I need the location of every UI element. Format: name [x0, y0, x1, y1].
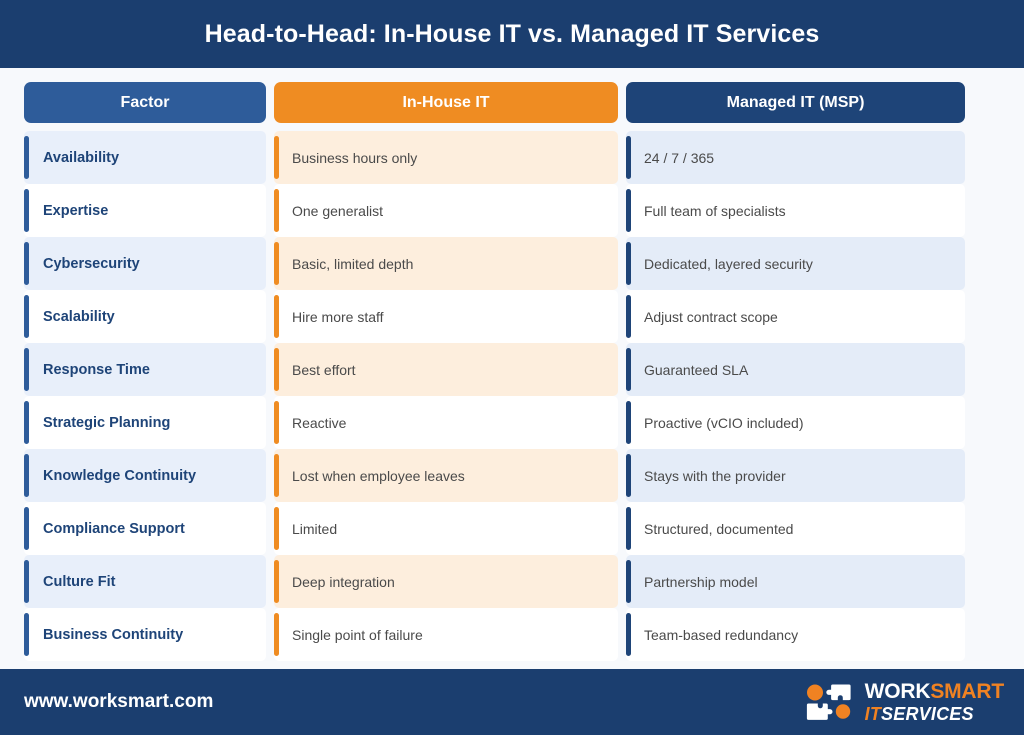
cell-value: Reactive [292, 414, 347, 431]
column-header-in-house-it: In-House IT [274, 82, 618, 123]
factor-label: Availability [43, 149, 120, 166]
cell-managed-it-msp: Full team of specialists [626, 184, 965, 237]
cell-factor: Availability [24, 131, 266, 184]
two-puzzle-people-icon [806, 684, 851, 720]
factor-label: Compliance Support [43, 520, 185, 537]
cell-managed-it-msp: Proactive (vCIO included) [626, 396, 965, 449]
worksmart-logo: WORKSMART ITSERVICES [804, 681, 1004, 723]
table-row: Strategic Planning Reactive Proactive (vCI… [24, 396, 965, 449]
cell-in-house-it: Single point of failure [274, 608, 618, 661]
table-row: Cybersecurity Basic, limited depth Dedicat… [24, 237, 965, 290]
cell-factor: Strategic Planning [24, 396, 266, 449]
cell-value: Limited [292, 520, 338, 537]
cell-value: Proactive (vCIO included) [644, 414, 804, 431]
table-row: Availability Business hours only 24 / 7 / … [24, 131, 965, 184]
table-row: Response Time Best effort Guaranteed SLA [24, 343, 965, 396]
factor-label: Scalability [43, 308, 115, 325]
cell-value: Stays with the provider [644, 467, 786, 484]
cell-value: Basic, limited depth [292, 255, 414, 272]
logo-word-work: WORK [864, 680, 931, 703]
cell-value: Lost when employee leaves [292, 467, 465, 484]
logo-line-it-services: ITSERVICES [865, 705, 1004, 723]
cell-value: Team-based redundancy [644, 626, 799, 643]
cell-value: Single point of failure [292, 626, 423, 643]
table-row: Business Continuity Single point of failu… [24, 608, 965, 661]
footer-bar: www.worksmart.com WORKSMART ITSERVICES [0, 669, 1024, 735]
title-bar: Head-to-Head: In-House IT vs. Managed IT… [0, 0, 1024, 68]
cell-managed-it-msp: Partnership model [626, 555, 965, 608]
logo-wordmark: WORKSMART ITSERVICES [864, 680, 1005, 723]
cell-managed-it-msp: Dedicated, layered security [626, 237, 965, 290]
cell-value: Hire more staff [292, 308, 384, 325]
cell-managed-it-msp: Structured, documented [626, 502, 965, 555]
cell-value: Dedicated, layered security [644, 255, 813, 272]
table-header-row: Factor In-House IT Managed IT (MSP) [24, 82, 965, 123]
page-title: Head-to-Head: In-House IT vs. Managed IT… [204, 19, 820, 48]
table-row: Scalability Hire more staff Adjust contrac… [24, 290, 965, 343]
column-header-managed-it-msp: Managed IT (MSP) [626, 82, 965, 123]
cell-factor: Cybersecurity [24, 237, 266, 290]
cell-value: Full team of specialists [644, 202, 786, 219]
cell-value: Business hours only [292, 149, 418, 166]
table-row: Knowledge Continuity Lost when employee l… [24, 449, 965, 502]
cell-in-house-it: Hire more staff [274, 290, 618, 343]
comparison-table-region: Factor In-House IT Managed IT (MSP) Avai… [0, 68, 1024, 669]
table-row: Culture Fit Deep integration Partnership m… [24, 555, 965, 608]
cell-factor: Expertise [24, 184, 266, 237]
cell-value: One generalist [292, 202, 384, 219]
cell-managed-it-msp: 24 / 7 / 365 [626, 131, 965, 184]
cell-value: Adjust contract scope [644, 308, 778, 325]
factor-label: Cybersecurity [43, 255, 140, 272]
cell-factor: Business Continuity [24, 608, 266, 661]
cell-factor: Culture Fit [24, 555, 266, 608]
cell-factor: Scalability [24, 290, 266, 343]
factor-label: Business Continuity [43, 626, 184, 643]
factor-label: Strategic Planning [43, 414, 171, 431]
cell-value: Guaranteed SLA [644, 361, 749, 378]
logo-word-services: SERVICES [881, 704, 974, 724]
table-row: Expertise One generalist Full team of spec… [24, 184, 965, 237]
cell-value: Deep integration [292, 573, 395, 590]
cell-value: Structured, documented [644, 520, 794, 537]
cell-factor: Compliance Support [24, 502, 266, 555]
cell-factor: Knowledge Continuity [24, 449, 266, 502]
cell-in-house-it: Deep integration [274, 555, 618, 608]
website-url[interactable]: www.worksmart.com [24, 691, 214, 712]
cell-in-house-it: One generalist [274, 184, 618, 237]
cell-managed-it-msp: Guaranteed SLA [626, 343, 965, 396]
logo-line-worksmart: WORKSMART [864, 680, 1005, 703]
cell-in-house-it: Basic, limited depth [274, 237, 618, 290]
cell-factor: Response Time [24, 343, 266, 396]
cell-in-house-it: Business hours only [274, 131, 618, 184]
table-row: Compliance Support Limited Structured, doc… [24, 502, 965, 555]
cell-value: 24 / 7 / 365 [644, 149, 715, 166]
factor-label: Culture Fit [43, 573, 116, 590]
cell-in-house-it: Best effort [274, 343, 618, 396]
cell-in-house-it: Reactive [274, 396, 618, 449]
table-body: Availability Business hours only 24 / 7 / … [24, 131, 965, 661]
cell-managed-it-msp: Adjust contract scope [626, 290, 965, 343]
logo-word-smart: SMART [930, 680, 1004, 703]
factor-label: Response Time [43, 361, 150, 378]
column-header-factor: Factor [24, 82, 266, 123]
cell-in-house-it: Lost when employee leaves [274, 449, 618, 502]
factor-label: Expertise [43, 202, 109, 219]
logo-word-it: IT [864, 704, 882, 724]
comparison-table: Factor In-House IT Managed IT (MSP) Avai… [24, 82, 965, 661]
cell-value: Best effort [292, 361, 356, 378]
cell-in-house-it: Limited [274, 502, 618, 555]
cell-managed-it-msp: Stays with the provider [626, 449, 965, 502]
factor-label: Knowledge Continuity [43, 467, 197, 484]
cell-value: Partnership model [644, 573, 758, 590]
cell-managed-it-msp: Team-based redundancy [626, 608, 965, 661]
